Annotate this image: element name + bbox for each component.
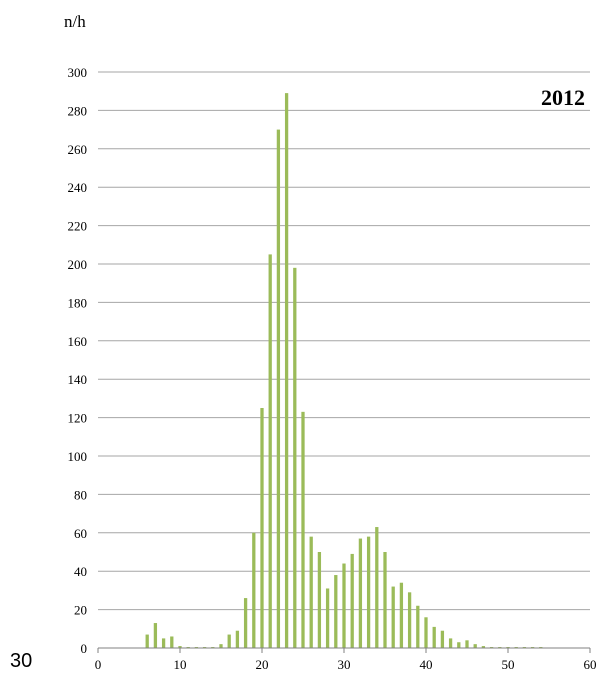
bars xyxy=(145,93,543,649)
y-tick-labels: 0 20 40 60 80 100 120 140 160 180 200 220 240 260 280 3… xyxy=(68,65,88,656)
y-tick-label: 80 xyxy=(74,487,87,502)
y-tick-label: 40 xyxy=(74,564,87,579)
bar xyxy=(260,408,264,648)
bar xyxy=(325,588,330,648)
bar xyxy=(391,586,395,648)
bar xyxy=(457,642,461,648)
y-tick-label: 160 xyxy=(68,334,88,349)
bar xyxy=(293,267,297,648)
bar xyxy=(170,636,174,648)
y-tick-label: 100 xyxy=(68,449,88,464)
bar xyxy=(342,563,346,648)
x-tick-label: 20 xyxy=(256,657,269,672)
y-tick-label: 180 xyxy=(68,295,88,310)
bar xyxy=(416,605,420,648)
bar xyxy=(309,536,313,648)
x-tick-label: 40 xyxy=(420,657,433,672)
bar xyxy=(448,638,453,648)
bar xyxy=(145,634,149,648)
bar xyxy=(161,638,166,648)
bar xyxy=(350,553,354,648)
bar xyxy=(268,254,272,648)
bar xyxy=(235,630,240,648)
y-tick-label: 220 xyxy=(68,219,88,234)
bar xyxy=(317,552,322,648)
y-tick-label: 300 xyxy=(68,65,88,80)
bar xyxy=(424,617,428,648)
bar xyxy=(334,575,338,648)
bar xyxy=(399,582,404,648)
bar xyxy=(432,626,436,648)
bar xyxy=(473,644,477,648)
y-tick-label: 200 xyxy=(68,257,88,272)
gridlines xyxy=(98,71,590,611)
bar xyxy=(481,646,486,648)
bar xyxy=(276,129,281,649)
x-tick-label: 0 xyxy=(95,657,102,672)
x-tick-marks xyxy=(97,648,591,653)
bar xyxy=(407,592,412,648)
bar xyxy=(383,552,387,648)
y-tick-label: 120 xyxy=(68,411,88,426)
bar xyxy=(301,411,305,648)
chart-title: 2012 xyxy=(541,85,585,110)
bar xyxy=(375,527,379,648)
bar xyxy=(178,646,182,648)
bar xyxy=(243,598,248,648)
y-tick-label: 60 xyxy=(74,526,87,541)
y-tick-label: 240 xyxy=(68,180,88,195)
y-tick-label: 280 xyxy=(68,103,88,118)
x-tick-label: 60 xyxy=(584,657,597,672)
bar xyxy=(465,640,469,648)
bar xyxy=(284,93,289,649)
x-tick-labels: 0 10 20 30 40 50 60 xyxy=(95,657,597,672)
x-tick-label: 10 xyxy=(174,657,187,672)
bar xyxy=(219,644,223,648)
corner-label: 30 xyxy=(10,650,33,672)
y-tick-label: 140 xyxy=(68,372,88,387)
y-tick-label: 0 xyxy=(81,641,88,656)
x-tick-label: 50 xyxy=(502,657,515,672)
bar xyxy=(366,536,371,648)
bar xyxy=(227,634,231,648)
y-tick-label: 20 xyxy=(74,603,87,618)
y-axis-label: n/h xyxy=(64,12,86,31)
bar xyxy=(153,623,158,648)
y-tick-label: 260 xyxy=(68,142,88,157)
x-tick-label: 30 xyxy=(338,657,351,672)
bar xyxy=(358,538,363,648)
bar xyxy=(252,532,256,648)
bar xyxy=(440,630,445,648)
